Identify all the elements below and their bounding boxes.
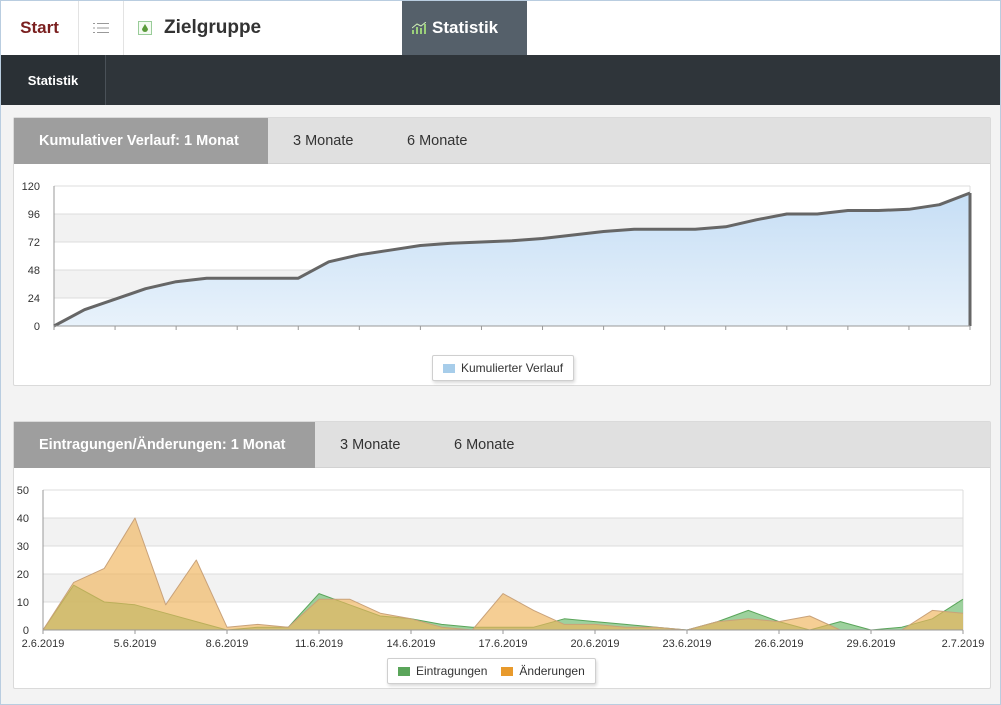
tab-cumulative-3-months[interactable]: 3 Monate: [293, 118, 353, 164]
x-tick-label: 8.6.2019: [206, 638, 249, 648]
cumulative-legend[interactable]: Kumulierter Verlauf: [432, 355, 575, 381]
legend-swatch: [501, 666, 514, 676]
entries-tabbar: Eintragungen/Änderungen: 1 Monat 3 Monat…: [14, 422, 990, 468]
series-area-0: [43, 585, 963, 630]
legend-item-entries[interactable]: Eintragungen: [398, 664, 487, 678]
x-tick-label: 2.7.2019: [942, 638, 985, 648]
tab-statistik[interactable]: Statistik: [402, 1, 527, 55]
series-line-0: [53, 191, 971, 328]
y-tick-label: 20: [17, 569, 29, 581]
cumulative-chart: 02448729612002.0604.0606.0608.0610.0612.…: [22, 181, 972, 333]
tab-zielgruppe[interactable]: Zielgruppe: [124, 1, 402, 55]
tab-label: 6 Monate: [407, 133, 468, 149]
list-icon: [93, 23, 109, 33]
legend-item-changes[interactable]: Änderungen: [501, 664, 585, 678]
cumulative-panel: Kumulativer Verlauf: 1 Monat 3 Monate 6 …: [13, 117, 991, 386]
x-tick-label: 5.6.2019: [114, 638, 157, 648]
x-tick-label: 17.6.2019: [479, 638, 528, 648]
subtab-statistik[interactable]: Statistik: [1, 55, 106, 105]
tab-entries-6-months[interactable]: 6 Monate: [454, 422, 514, 468]
x-tick-label: 23.6.2019: [663, 638, 712, 648]
zielgruppe-label: Zielgruppe: [164, 17, 262, 38]
x-tick-label: 2.6.2019: [22, 638, 65, 648]
entries-changes-chart: 0 10 20 30 40 50 2.6.2019 5.6.2019 8.6.2019 11.6.…: [17, 485, 985, 648]
tab-cumulative-1-month[interactable]: Kumulativer Verlauf: 1 Monat: [14, 118, 268, 164]
tab-entries-1-month[interactable]: Eintragungen/Änderungen: 1 Monat: [14, 422, 315, 468]
x-tick-label: 29.6.2019: [847, 638, 896, 648]
y-tick-label: 120: [22, 181, 40, 193]
legend-item-cumulative[interactable]: Kumulierter Verlauf: [443, 361, 563, 375]
sub-navigation: Statistik: [1, 55, 1000, 105]
cumulative-tabbar: Kumulativer Verlauf: 1 Monat 3 Monate 6 …: [14, 118, 990, 164]
y-tick-label: 72: [28, 237, 40, 249]
tab-label: 6 Monate: [454, 437, 515, 453]
subtab-label: Statistik: [27, 72, 79, 88]
x-tick-label: 11.6.2019: [295, 638, 343, 648]
statistik-label: Statistik: [432, 18, 499, 37]
x-tick-label: 14.6.2019: [387, 638, 436, 648]
series-line-1: [42, 517, 964, 631]
tab-cumulative-6-months[interactable]: 6 Monate: [407, 118, 467, 164]
legend-swatch: [443, 363, 455, 373]
top-navigation: Start Zielgruppe: [1, 1, 1000, 55]
legend-label: Eintragungen: [416, 664, 488, 678]
x-tick-label: 26.6.2019: [755, 638, 804, 648]
y-tick-label: 40: [17, 513, 29, 525]
tab-label: Kumulativer Verlauf: 1 Monat: [39, 133, 239, 149]
legend-label: Änderungen: [519, 664, 585, 678]
chart-icon: [412, 22, 426, 34]
target-group-icon: [138, 21, 152, 35]
series-area-1: [43, 518, 963, 630]
y-tick-label: 10: [17, 597, 29, 609]
y-tick-label: 30: [17, 541, 29, 553]
legend-swatch: [398, 666, 410, 676]
tab-entries-3-months[interactable]: 3 Monate: [340, 422, 400, 468]
series-area-0: [54, 193, 970, 326]
y-tick-label: 96: [28, 209, 40, 221]
y-tick-label: 0: [23, 625, 29, 637]
y-tick-label: 48: [28, 265, 40, 277]
tab-label: 3 Monate: [293, 133, 354, 149]
x-tick-label: 20.6.2019: [571, 638, 620, 648]
list-menu-button[interactable]: [79, 1, 124, 55]
y-tick-label: 50: [17, 485, 29, 497]
y-tick-label: 24: [28, 293, 40, 305]
entries-legend[interactable]: Eintragungen Änderungen: [387, 658, 596, 684]
y-tick-label: 0: [34, 321, 40, 333]
legend-label: Kumulierter Verlauf: [461, 361, 564, 375]
tab-label: Eintragungen/Änderungen: 1 Monat: [39, 437, 286, 453]
start-tab[interactable]: Start: [1, 1, 79, 55]
tab-label: 3 Monate: [340, 437, 401, 453]
start-label: Start: [20, 18, 59, 37]
grid-band: [43, 518, 963, 546]
entries-changes-panel: Eintragungen/Änderungen: 1 Monat 3 Monat…: [13, 421, 991, 689]
